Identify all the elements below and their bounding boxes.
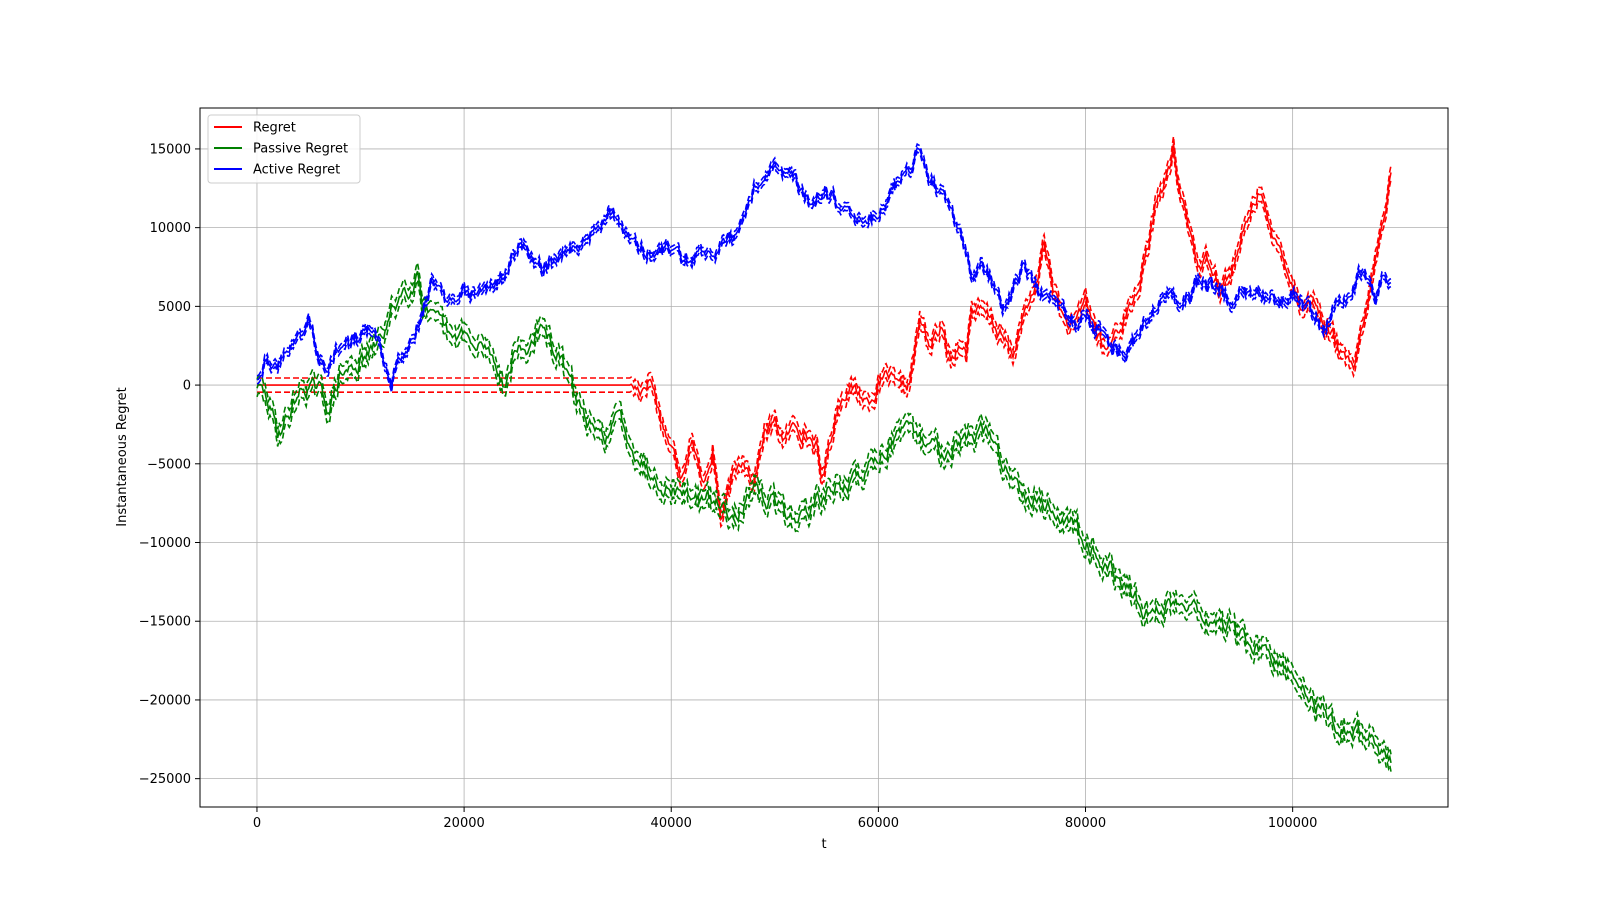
series-line bbox=[257, 143, 1392, 522]
y-tick-label: −5000 bbox=[147, 457, 191, 472]
series-upper-band bbox=[256, 262, 1392, 755]
x-axis-label: t bbox=[821, 837, 826, 852]
y-tick-label: −20000 bbox=[139, 693, 191, 708]
series-2 bbox=[256, 262, 1392, 772]
x-tick-label: 40000 bbox=[651, 816, 692, 831]
series-lower-band bbox=[257, 150, 1392, 529]
x-tick-label: 60000 bbox=[858, 816, 899, 831]
series-layer bbox=[256, 136, 1392, 772]
legend-box bbox=[207, 114, 361, 184]
x-tick-label: 100000 bbox=[1268, 816, 1318, 831]
y-axis-ticks: 15000 10000 5000 0 −5000 −10000 −15000 −20000 −2… bbox=[139, 142, 200, 787]
y-axis-label: Instantaneous Regret bbox=[115, 387, 130, 526]
series-line bbox=[256, 271, 1392, 764]
x-tick-label: 0 bbox=[253, 816, 261, 831]
plot-frame bbox=[199, 107, 1449, 808]
y-tick-label: 0 bbox=[183, 379, 191, 394]
x-tick-label: 20000 bbox=[443, 816, 484, 831]
series-1 bbox=[257, 136, 1392, 529]
x-tick-label: 80000 bbox=[1065, 816, 1106, 831]
y-tick-label: −10000 bbox=[139, 536, 191, 551]
y-tick-label: −25000 bbox=[139, 772, 191, 787]
y-tick-label: 10000 bbox=[150, 221, 191, 236]
y-tick-label: 15000 bbox=[150, 142, 191, 157]
series-line bbox=[256, 146, 1392, 389]
y-tick-label: 5000 bbox=[158, 300, 191, 315]
legend: Regret Passive Regret Active Regret bbox=[207, 114, 361, 184]
series-3 bbox=[256, 142, 1392, 393]
series-lower-band bbox=[256, 150, 1392, 393]
legend-label: Regret bbox=[253, 121, 296, 136]
y-tick-label: −15000 bbox=[139, 615, 191, 630]
legend-label: Active Regret bbox=[253, 163, 340, 178]
series-upper-band bbox=[257, 136, 1392, 515]
legend-label: Passive Regret bbox=[253, 142, 348, 157]
plot-background bbox=[200, 108, 1448, 807]
series-lower-band bbox=[256, 279, 1392, 772]
series-upper-band bbox=[256, 142, 1392, 385]
x-axis-ticks: 0 20000 40000 60000 80000 100000 bbox=[253, 807, 1318, 831]
